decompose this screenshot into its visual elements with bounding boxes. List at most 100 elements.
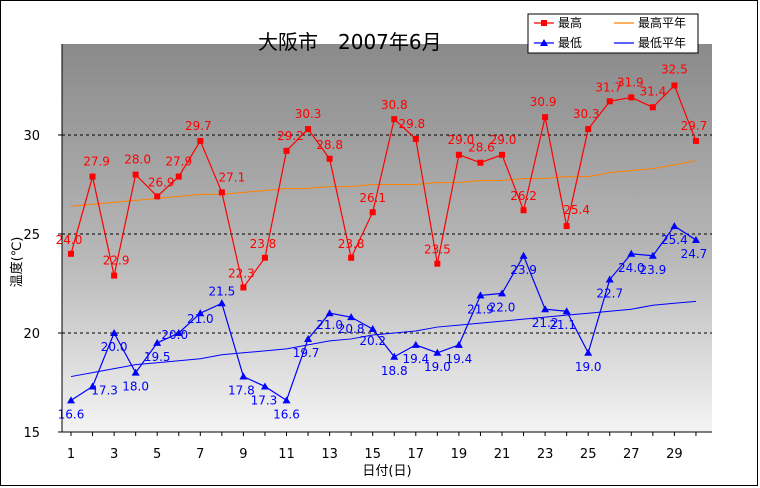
data-point-min [584,348,593,356]
data-point-max [563,223,570,230]
data-label: 31.4 [639,84,666,98]
data-label: 19.7 [293,346,320,360]
data-point-max [477,159,484,166]
data-label: 26.1 [359,191,386,205]
data-point-max [154,193,161,200]
data-point-min [541,305,550,313]
data-point-min [153,338,162,346]
data-label: 24.0 [618,261,645,275]
data-label: 25.4 [563,203,590,217]
data-label: 21.1 [549,318,576,332]
data-labels: 24.0 27.9 22.9 28.0 26.9 27.9 29.7 27.1 22.3 23.8… [56,63,708,422]
legend-marker [540,39,548,46]
x-axis-title: 日付(日) [362,464,411,479]
x-tick-label: 21 [494,447,511,462]
data-label: 23.9 [510,263,537,277]
data-point-min [627,249,636,257]
legend-label: 最低 [558,36,582,50]
y-axis-title: 温度(℃) [9,237,25,288]
data-label: 20.2 [359,334,386,348]
data-point-max [89,173,96,180]
data-label: 21.5 [208,284,235,298]
data-point-max [68,250,74,257]
data-point-max [520,207,527,214]
data-point-max [412,135,419,142]
legend-label: 最低平年 [638,36,686,50]
data-point-max [542,114,549,121]
data-label: 16.6 [273,407,300,421]
data-label: 23.8 [338,237,365,251]
data-point-max [240,284,247,291]
data-point-min [88,382,97,390]
data-point-max [649,104,656,111]
x-tick-label: 25 [580,447,597,462]
data-label: 16.6 [58,407,85,421]
data-label: 27.9 [83,155,110,169]
series-line-最高 [70,84,697,289]
data-point-max [132,171,139,178]
data-label: 25.4 [661,233,688,247]
data-label: 31.9 [617,75,644,89]
y-tick-label: 30 [23,129,40,144]
data-point-min [217,299,226,307]
data-label: 19.0 [424,360,451,374]
data-label: 18.0 [122,380,149,394]
data-label: 19.4 [446,352,473,366]
data-label: 22.0 [489,300,516,314]
data-point-min [196,309,205,317]
data-label: 23.5 [424,243,451,257]
x-tick-label: 17 [408,447,425,462]
data-label: 28.8 [316,138,343,152]
data-point-min [670,222,679,230]
data-label: 29.7 [185,119,212,133]
x-tick-label: 13 [321,447,338,462]
legend-box [527,13,699,54]
data-point-min [304,334,313,342]
data-label: 20.8 [338,322,365,336]
data-label: 17.3 [251,393,278,407]
series-lines [67,82,700,404]
data-label: 30.3 [295,107,322,121]
data-label: 28.6 [468,141,495,155]
data-label: 30.8 [381,98,408,112]
data-point-max [499,151,505,158]
data-point-min [174,329,183,336]
data-point-min [390,352,399,360]
data-label: 26.2 [510,189,537,203]
data-label: 21.9 [467,302,494,316]
data-point-max [671,82,678,89]
data-label: 23.9 [639,263,666,277]
data-point-max [348,254,355,261]
series-line-最低 [70,225,697,402]
data-point-max [628,94,635,101]
data-point-min [67,396,75,404]
data-point-min [368,325,377,333]
data-point-min [411,340,420,348]
data-point-min [562,307,571,315]
data-label: 30.9 [530,95,557,109]
data-point-max [197,137,204,144]
data-label: 21.0 [316,318,343,332]
data-point-min [239,372,248,380]
data-label: 24.0 [56,233,83,247]
gridlines [62,134,712,334]
data-label: 22.3 [228,266,255,280]
x-tick-label: 5 [153,447,161,462]
x-tick-label: 27 [623,447,640,462]
legend-label: 最高 [558,15,582,30]
y-tick-label: 15 [23,426,40,441]
data-label: 28.0 [124,153,151,167]
data-point-min [433,348,442,356]
data-point-min [648,251,657,259]
x-tick-label: 29 [666,447,683,462]
data-point-max [585,126,592,133]
data-label: 26.9 [148,175,175,189]
series-line-最高平年 [70,160,697,207]
data-label: 19.4 [402,352,429,366]
x-tick-label: 23 [537,447,554,462]
data-point-min [260,382,269,390]
y-tick-label: 25 [23,228,40,243]
